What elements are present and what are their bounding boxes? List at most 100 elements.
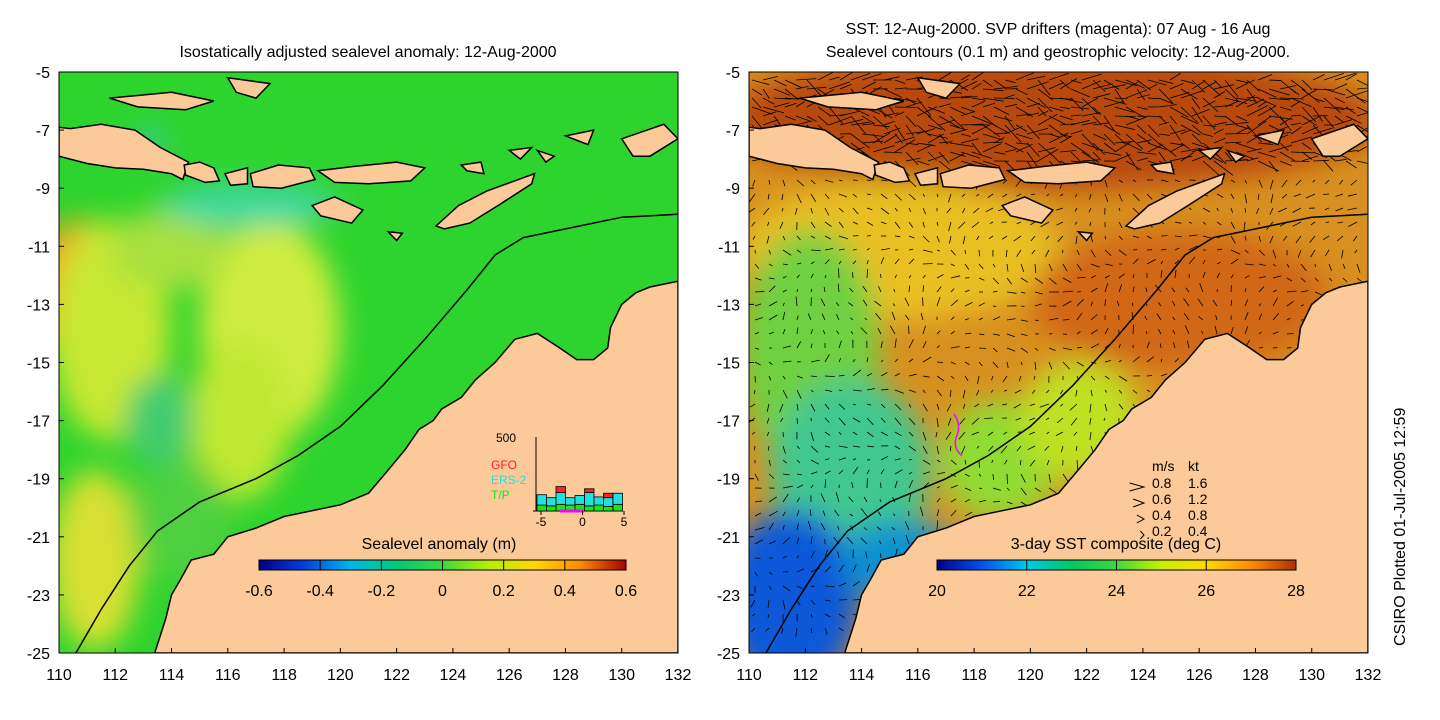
inset-bar-gfo bbox=[584, 488, 595, 493]
inset-bar-ers bbox=[555, 492, 566, 505]
colorbar-tick: -0.4 bbox=[306, 583, 334, 600]
x-tick-label: 126 bbox=[496, 667, 523, 684]
inset-x-tick: 0 bbox=[579, 515, 586, 529]
y-tick-label: -5 bbox=[36, 65, 50, 82]
y-tick-label: -5 bbox=[726, 65, 740, 82]
island-5 bbox=[1000, 196, 1055, 224]
y-tick-label: -15 bbox=[27, 356, 50, 373]
legend-arrow bbox=[1140, 530, 1145, 540]
x-tick-label: 122 bbox=[383, 667, 410, 684]
y-tick-label: -7 bbox=[726, 123, 740, 140]
inset-bar-ers bbox=[603, 497, 614, 507]
colorbar-tick: 28 bbox=[1287, 583, 1305, 600]
island-11 bbox=[562, 129, 595, 146]
colorbar-tick: 0.6 bbox=[615, 583, 637, 600]
island-12 bbox=[1310, 123, 1368, 157]
legend-kt-value: 0.4 bbox=[1188, 523, 1208, 539]
colorbar-tick: -0.6 bbox=[245, 583, 273, 600]
colorbar-tick: 20 bbox=[928, 583, 946, 600]
x-tick-label: 118 bbox=[271, 667, 297, 684]
legend-arrow bbox=[1133, 498, 1146, 508]
inset-bar-tp bbox=[612, 503, 623, 512]
inset-x-tick: 5 bbox=[621, 515, 628, 529]
inset-max-label: 500 bbox=[496, 431, 516, 445]
legend-tp: T/P bbox=[491, 488, 510, 502]
legend-kt-value: 0.8 bbox=[1188, 507, 1208, 523]
inset-bar-gfo bbox=[603, 492, 614, 499]
x-tick-label: 122 bbox=[1073, 667, 1100, 684]
drifter-track bbox=[953, 413, 963, 457]
inset-bar-tp bbox=[584, 505, 595, 512]
x-tick-label: 132 bbox=[1355, 667, 1382, 684]
island-6 bbox=[1124, 172, 1226, 230]
x-tick-label: 120 bbox=[327, 667, 354, 684]
colorbar-label: 3-day SST composite (deg C) bbox=[1011, 536, 1221, 553]
y-tick-label: -23 bbox=[27, 588, 50, 605]
x-tick-label: 112 bbox=[793, 667, 819, 684]
island-1 bbox=[183, 161, 221, 184]
inset-bar-gfo bbox=[555, 486, 566, 493]
credit-label: CSIRO Plotted 01-Jul-2005 12:59 bbox=[1392, 407, 1409, 646]
island-14 bbox=[916, 76, 962, 99]
x-tick-label: 114 bbox=[849, 667, 875, 684]
x-tick-label: 130 bbox=[1298, 667, 1325, 684]
y-tick-label: -17 bbox=[717, 414, 740, 431]
island-6 bbox=[434, 172, 536, 230]
inset-bar-ers bbox=[593, 496, 604, 506]
legend-kt-value: 1.2 bbox=[1188, 491, 1208, 507]
y-tick-label: -9 bbox=[726, 181, 740, 198]
velocity-legend: m/s kt 0.8 1.60.6 1.20.4 0.80.2 0.4 bbox=[1129, 458, 1208, 540]
island-8 bbox=[386, 230, 404, 242]
y-tick-label: -7 bbox=[36, 123, 50, 140]
x-tick-label: 132 bbox=[665, 667, 692, 684]
island-5 bbox=[310, 196, 365, 224]
y-tick-label: -9 bbox=[36, 181, 50, 198]
island-14 bbox=[226, 76, 272, 99]
x-tick-label: 116 bbox=[905, 667, 931, 684]
inset-bar-ers bbox=[546, 497, 557, 507]
island-13 bbox=[799, 91, 905, 111]
island-12 bbox=[620, 123, 678, 157]
legend-ms-value: 0.8 bbox=[1152, 475, 1172, 491]
x-tick-label: 126 bbox=[1186, 667, 1213, 684]
colorbar-tick: 0 bbox=[438, 583, 447, 600]
island-3 bbox=[939, 164, 1007, 189]
legend-header-ms: m/s bbox=[1152, 458, 1175, 474]
x-tick-label: 114 bbox=[159, 667, 185, 684]
anomaly-field-blobs bbox=[59, 132, 340, 650]
x-tick-label: 128 bbox=[552, 667, 579, 684]
y-tick-label: -19 bbox=[717, 472, 740, 489]
island-9 bbox=[1149, 161, 1175, 175]
y-tick-label: -21 bbox=[717, 530, 740, 547]
left-title: Isostatically adjusted sealevel anomaly:… bbox=[179, 44, 556, 61]
inset-bar-tp bbox=[546, 505, 557, 512]
inset-bar-tp bbox=[603, 506, 614, 512]
sst-velocity-map: 110 112 114 116 118 120 122 124 126 128 130 132 -5 -7… bbox=[717, 65, 1382, 684]
x-tick-label: 110 bbox=[736, 667, 762, 684]
y-tick-label: -11 bbox=[28, 239, 50, 256]
altimeter-track-histogram: 500 GFO ERS-2 T/P -5 0 5 bbox=[491, 431, 628, 529]
inset-bar-ers bbox=[574, 495, 585, 505]
island-2 bbox=[223, 166, 249, 187]
sst-colorbar: 3-day SST composite (deg C) 20 22 24 26 28 bbox=[928, 536, 1305, 600]
island-9 bbox=[459, 161, 485, 175]
inset-x-tick: -5 bbox=[536, 515, 547, 529]
island-0 bbox=[59, 123, 190, 181]
legend-kt-value: 1.6 bbox=[1188, 475, 1208, 491]
island-7 bbox=[535, 148, 556, 164]
right-title-line2: Sealevel contours (0.1 m) and geostrophi… bbox=[826, 44, 1290, 61]
colorbar-tick: 26 bbox=[1197, 583, 1215, 600]
island-1 bbox=[873, 161, 911, 184]
x-tick-label: 110 bbox=[46, 667, 72, 684]
island-0 bbox=[749, 123, 880, 181]
sealevel-anomaly-map: 110 112 114 116 118 120 122 124 126 128 130 132 -5 -7… bbox=[27, 65, 692, 684]
y-tick-label: -15 bbox=[717, 356, 740, 373]
x-tick-label: 128 bbox=[1242, 667, 1269, 684]
x-tick-label: 120 bbox=[1017, 667, 1044, 684]
colorbar-tick: 0.2 bbox=[493, 583, 515, 600]
island-10 bbox=[1197, 146, 1224, 161]
y-tick-label: -25 bbox=[717, 646, 740, 663]
right-title-line1: SST: 12-Aug-2000. SVP drifters (magenta)… bbox=[846, 21, 1271, 38]
axes-right: 110 112 114 116 118 120 122 124 126 128 130 132 -5 -7… bbox=[717, 65, 1382, 684]
